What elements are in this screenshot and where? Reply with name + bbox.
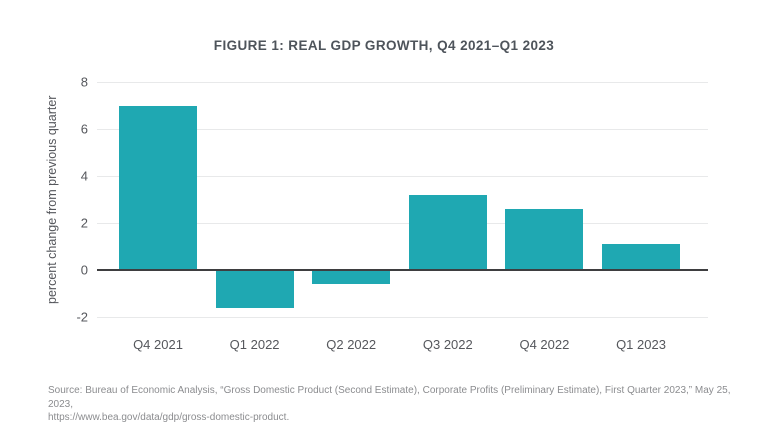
- x-tick-label-q4-2021: Q4 2021: [133, 337, 183, 352]
- x-tick-label-q1-2023: Q1 2023: [616, 337, 666, 352]
- bar-q4-2022: [505, 208, 584, 270]
- y-axis-label: percent change from previous quarter: [45, 95, 59, 304]
- bar-q2-2022: [312, 270, 391, 285]
- y-tick-label-6: 6: [80, 121, 88, 137]
- zero-axis-line: [97, 269, 708, 271]
- x-tick-label-q3-2022: Q3 2022: [422, 337, 473, 352]
- source-line-2: https://www.bea.gov/data/gdp/gross-domes…: [48, 412, 290, 423]
- y-tick-label-0: 0: [80, 262, 88, 278]
- x-tick-label-q4-2022: Q4 2022: [519, 337, 570, 352]
- y-tick-label-2: 2: [80, 215, 88, 231]
- bar-q4-2021: [119, 105, 197, 270]
- y-tick-label--2: -2: [76, 309, 88, 325]
- plot-area: [97, 82, 708, 318]
- bar-q3-2022: [408, 194, 487, 270]
- gridline-y--2: [97, 317, 708, 318]
- gridline-y-6: [97, 129, 708, 130]
- source-line-1: Source: Bureau of Economic Analysis, “Gr…: [48, 385, 731, 410]
- x-tick-label-q2-2022: Q2 2022: [326, 337, 377, 352]
- gridline-y-2: [97, 223, 708, 224]
- bar-q1-2023: [602, 244, 680, 270]
- chart-title: FIGURE 1: REAL GDP GROWTH, Q4 2021–Q1 20…: [213, 38, 555, 53]
- bar-q1-2022: [215, 270, 294, 308]
- y-tick-label-4: 4: [80, 168, 88, 184]
- gridline-y-4: [97, 176, 708, 177]
- x-tick-label-q1-2022: Q1 2022: [229, 337, 280, 352]
- source-note: Source: Bureau of Economic Analysis, “Gr…: [48, 384, 738, 425]
- gridline-y-8: [97, 82, 708, 83]
- y-tick-label-8: 8: [80, 74, 88, 90]
